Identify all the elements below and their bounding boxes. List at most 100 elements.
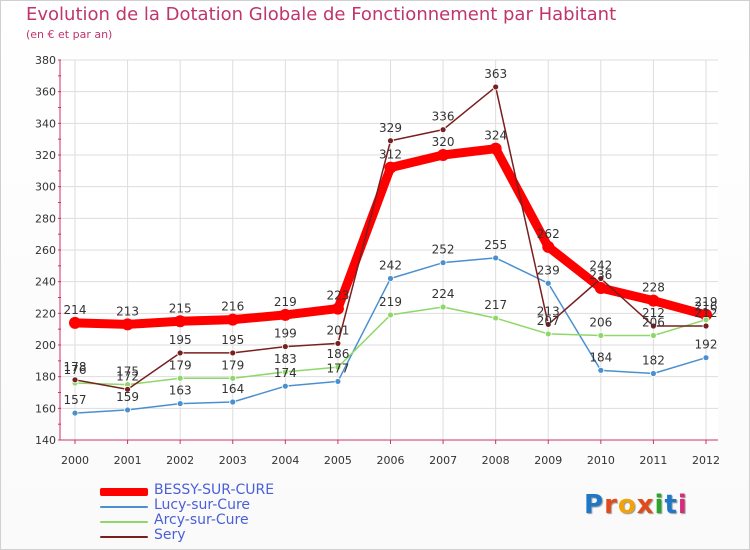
data-label: 183 [274,352,297,366]
data-point [597,275,605,282]
y-tick-label: 240 [35,276,56,289]
data-point [281,343,289,350]
data-label: 219 [695,295,718,309]
data-label: 223 [326,289,349,303]
data-point [176,374,184,382]
data-label: 255 [484,238,507,252]
data-point [594,282,607,294]
data-point [650,322,657,330]
data-label: 206 [589,316,612,330]
data-label: 363 [484,67,507,81]
x-tick-label: 2008 [482,454,510,467]
data-label: 175 [116,365,139,379]
data-label: 214 [64,303,87,317]
y-tick-label: 220 [35,307,56,320]
x-tick-label: 2011 [639,454,667,467]
logo-letter: i [654,490,665,520]
data-point [384,161,397,174]
data-label: 262 [537,227,560,241]
data-label: 239 [537,263,560,277]
data-label: 219 [274,295,297,309]
data-point [124,385,131,393]
data-label: 213 [116,304,139,318]
data-point [492,254,500,262]
data-label: 320 [432,135,455,149]
data-label: 324 [484,129,507,143]
data-point [334,340,342,347]
data-label: 184 [589,350,612,364]
data-point [544,321,552,328]
x-tick-label: 2012 [692,454,720,467]
data-label: 174 [274,366,297,380]
legend-label-lucy: Lucy-sur-Cure [154,497,251,513]
logo-letter: r [604,490,618,520]
data-point [542,240,555,253]
data-label: 159 [116,390,139,404]
data-point [702,354,710,362]
legend-swatch-sery [100,536,148,538]
y-tick-label: 280 [35,212,56,225]
data-point [544,279,552,287]
y-tick-label: 200 [35,339,56,352]
data-point [124,406,131,414]
y-tick-label: 380 [35,54,56,67]
data-label: 178 [64,360,87,374]
legend-label-sery: Sery [154,527,186,543]
chart-subtitle: (en € et par an) [26,28,113,41]
proxiti-logo: Proxiti [584,490,688,520]
data-point [71,376,79,384]
data-label: 163 [169,384,192,398]
logo-letter: o [617,490,637,520]
data-label: 206 [642,316,665,330]
legend-swatch-arcy [100,521,148,523]
line-chart: 140 160 180 200 220 240 260 280 300 320 340 360 380 2… [35,54,720,467]
data-label: 216 [695,300,718,314]
x-tick-label: 2007 [429,454,457,467]
x-tick-label: 2010 [587,454,615,467]
data-label: 207 [537,314,560,328]
y-tick-label: 320 [35,149,56,162]
data-label: 172 [116,369,139,383]
x-tick-label: 2001 [114,454,142,467]
data-label: 177 [326,361,349,375]
data-point [229,398,237,406]
data-label: 192 [695,338,718,352]
data-point [489,142,502,155]
data-point [229,374,237,382]
data-label: 176 [64,363,87,377]
data-point [279,308,292,321]
data-label: 212 [642,306,665,320]
data-label: 186 [326,347,349,361]
x-tick-label: 2005 [324,454,352,467]
data-point [492,83,500,91]
data-label: 195 [169,333,192,347]
data-label: 199 [274,327,297,341]
data-point [334,378,342,385]
data-label: 182 [642,354,665,368]
data-label: 213 [537,304,560,318]
data-point [387,137,394,145]
data-label: 179 [169,358,192,372]
x-tick-label: 2000 [61,454,89,467]
legend-label-bessy: BESSY-SUR-CURE [154,482,275,498]
data-point [650,370,657,377]
data-point [439,259,447,267]
logo-letter: x [636,490,655,520]
data-point [69,316,81,329]
data-label: 164 [221,382,244,396]
data-point [387,275,394,282]
y-tick-label: 160 [35,402,56,415]
data-point [439,126,447,134]
data-label: 217 [484,298,507,312]
data-label: 212 [695,306,718,320]
data-point [176,400,184,407]
data-point [229,349,237,357]
logo-letter: i [677,490,688,520]
y-tick-label: 140 [35,434,56,447]
y-tick-label: 300 [35,181,56,194]
legend-swatch-lucy [100,506,148,508]
x-tick-label: 2009 [534,454,562,467]
data-point [597,366,605,374]
data-label: 336 [432,110,455,124]
data-point [439,303,447,311]
